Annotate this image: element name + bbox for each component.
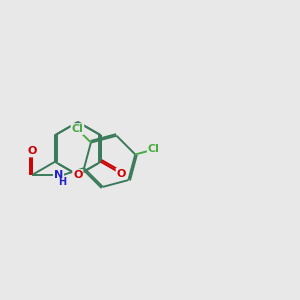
Text: O: O bbox=[116, 169, 126, 178]
Text: N: N bbox=[54, 170, 63, 180]
Text: O: O bbox=[27, 146, 37, 157]
Text: Cl: Cl bbox=[148, 145, 160, 154]
Text: O: O bbox=[73, 170, 83, 180]
Text: Cl: Cl bbox=[71, 124, 83, 134]
Text: H: H bbox=[58, 176, 66, 187]
